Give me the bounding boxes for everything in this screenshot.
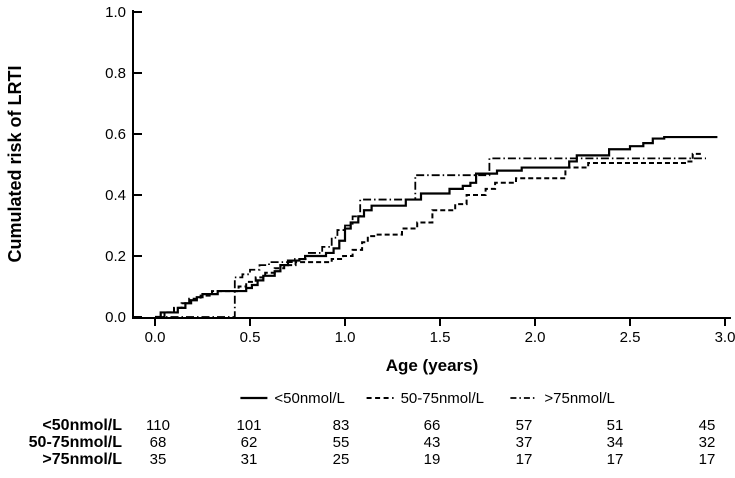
y-axis-title: Cumulated risk of LRTI [5,65,25,262]
x-tick-label: 1.0 [335,329,356,346]
number-at-risk-table: <50nmol/L 110 101 83 66 57 51 45 50-75nmol/L 68 62… [0,410,735,478]
risk-table-value: 68 [149,434,167,451]
risk-table-value: 55 [332,434,350,451]
risk-table-row-label: <50nmol/L [42,417,122,434]
risk-table-value: 35 [149,451,167,468]
axes: 0.0 0.5 1.0 1.5 2.0 2.5 3.0 0.0 0.2 0.4 0.6 0.8 1.0 [105,4,735,346]
x-axis-title: Age (years) [386,356,479,375]
risk-table-value: 34 [606,434,624,451]
series-curve [155,135,718,319]
risk-table-row: >75nmol/L 35 31 25 19 17 17 17 [0,451,735,468]
step-curves [155,135,718,319]
risk-table-value: 62 [240,434,258,451]
risk-table-value: 57 [515,417,533,434]
risk-table-value: 37 [515,434,533,451]
y-tick-label: 1.0 [105,4,126,21]
x-tick-label: 2.0 [525,329,546,346]
risk-table-value: 31 [240,451,258,468]
risk-table-value: 101 [236,417,262,434]
risk-table-value: 110 [146,417,170,434]
series-curve [155,157,706,318]
x-tick-label: 2.5 [620,329,641,346]
risk-table-value: 17 [515,451,533,468]
risk-table-value: 25 [332,451,350,468]
y-tick-label: 0.2 [105,248,126,265]
risk-table-value: 19 [423,451,441,468]
x-tick-label: 0.5 [240,329,261,346]
legend-label: 50-75nmol/L [401,390,484,407]
risk-table-value: 17 [698,451,716,468]
risk-table-row-label: >75nmol/L [42,451,122,468]
y-tick-label: 0.8 [105,65,126,82]
risk-table-value: 51 [606,417,624,434]
risk-table-value: 32 [698,434,716,451]
risk-table-row: <50nmol/L 110 101 83 66 57 51 45 [0,417,735,434]
y-tick-label: 0.0 [105,309,126,326]
risk-table-value: 45 [698,417,716,434]
risk-table-value: 43 [423,434,441,451]
y-tick-label: 0.4 [105,187,126,204]
cumulative-risk-step-chart: 0.0 0.5 1.0 1.5 2.0 2.5 3.00.00.20.40.60.81.0 … [5,4,735,407]
y-tick-label: 0.6 [105,126,126,143]
x-tick-label: 1.5 [430,329,451,346]
risk-table-row-label: 50-75nmol/L [28,434,122,451]
legend-label: <50nmol/L [274,390,344,407]
risk-table-value: 66 [423,417,441,434]
legend-label: >75nmol/L [544,390,614,407]
risk-table-value: 83 [332,417,350,434]
risk-table-value: 17 [606,451,624,468]
chart-legend: <50nmol/L 50-75nmol/L >75nmol/L [240,390,615,407]
series-curve [155,152,703,318]
x-tick-label: 0.0 [145,329,166,346]
risk-table-row: 50-75nmol/L 68 62 55 43 37 34 32 [0,434,735,451]
x-tick-label: 3.0 [715,329,735,346]
